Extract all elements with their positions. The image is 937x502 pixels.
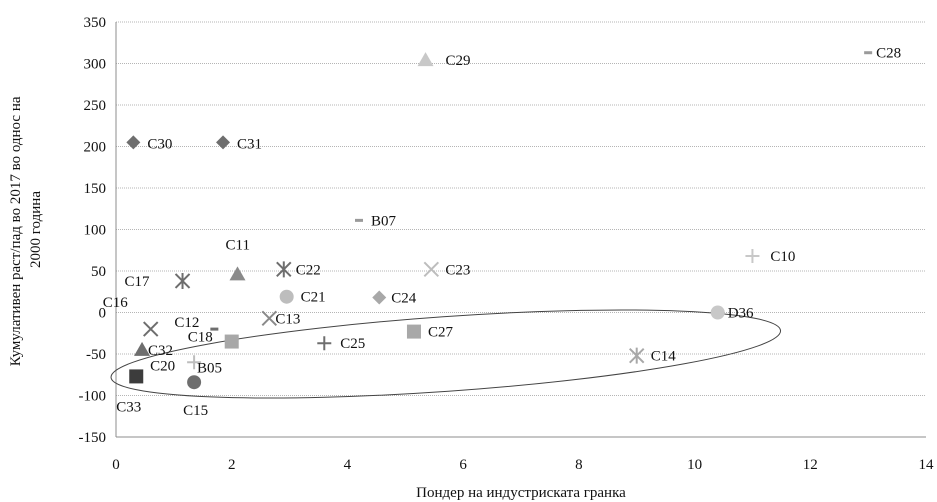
point-c11: [229, 266, 246, 281]
point-label-d36: D36: [728, 306, 754, 322]
point-c24: [372, 290, 387, 305]
point-c16: [143, 321, 159, 337]
x-tick-label: 14: [919, 457, 935, 473]
y-tick-label: 300: [84, 57, 107, 73]
point-label-b05: B05: [197, 360, 222, 376]
x-tick-label: 6: [459, 457, 467, 473]
axes: [115, 22, 926, 438]
y-tick-label: -50: [86, 347, 106, 363]
x-tick-label: 4: [344, 457, 352, 473]
point-label-c22: C22: [296, 262, 321, 278]
point-c27: [406, 324, 421, 339]
point-label-c25: C25: [340, 336, 365, 352]
data-points: [126, 51, 873, 390]
point-c18: [224, 334, 239, 349]
y-tick-label: -100: [79, 389, 107, 405]
point-label-c11: C11: [226, 237, 250, 253]
y-axis-ticks: 350 300 250 200 150 100 50 0 -50 -100 -150: [79, 15, 107, 446]
point-label-c23: C23: [445, 262, 470, 278]
point-c22: [276, 261, 292, 278]
point-labels: C28 C29 C30 C31 B07 C10 C22 C23 C11 C17 C21 C24 D36 C…: [103, 46, 901, 420]
point-label-c29: C29: [446, 53, 471, 69]
point-label-c12: C12: [174, 315, 199, 331]
x-tick-label: 0: [112, 457, 120, 473]
x-tick-label: 12: [803, 457, 818, 473]
point-c17: [174, 272, 191, 289]
point-label-c21: C21: [301, 290, 326, 306]
point-c32: [134, 341, 151, 356]
point-label-c18: C18: [188, 330, 213, 346]
y-axis-title: Кумулативен раст/пад во 2017 во однос на…: [8, 93, 44, 367]
point-label-c33: C33: [116, 399, 141, 415]
point-c30: [126, 135, 141, 150]
y-tick-label: 100: [84, 223, 107, 239]
point-label-c24: C24: [391, 291, 417, 307]
point-label-c30: C30: [147, 136, 172, 152]
x-tick-label: 8: [575, 457, 583, 473]
point-label-c28: C28: [876, 46, 901, 62]
point-d36: [710, 305, 725, 320]
y-tick-label: -150: [79, 430, 107, 446]
y-tick-label: 50: [91, 264, 106, 280]
point-label-c27: C27: [428, 325, 454, 341]
point-c23: [423, 261, 440, 278]
point-label-c10: C10: [770, 249, 795, 265]
point-c10: [745, 249, 760, 264]
y-tick-label: 250: [84, 98, 107, 114]
point-label-c13: C13: [275, 311, 300, 327]
point-label-c32: C32: [148, 343, 173, 359]
point-label-c17: C17: [125, 274, 151, 290]
y-tick-label: 0: [99, 306, 107, 322]
point-c31: [216, 135, 231, 150]
point-label-c14: C14: [651, 349, 677, 365]
point-c20: [187, 355, 202, 370]
point-c21: [279, 289, 294, 304]
point-c15: [187, 375, 202, 390]
point-c14: [629, 347, 645, 364]
point-label-c20: C20: [150, 358, 175, 374]
point-label-c31: C31: [237, 136, 262, 152]
gridlines: [116, 21, 926, 438]
y-tick-label: 350: [84, 15, 107, 31]
point-c13: [261, 310, 278, 327]
x-axis-ticks: 0 2 4 6 8 10 12 14: [112, 457, 934, 473]
y-tick-label: 150: [84, 181, 107, 197]
point-c25: [317, 336, 332, 351]
x-axis-title: Пондер на индустриската гранка: [416, 485, 626, 501]
x-tick-label: 10: [687, 457, 702, 473]
point-c33: [129, 369, 144, 384]
y-axis-title-line-1: Кумулативен раст/пад во 2017 во однос на: [8, 96, 24, 366]
x-tick-label: 2: [228, 457, 236, 473]
annotations: [110, 309, 782, 399]
point-label-b07: B07: [371, 213, 397, 229]
y-tick-label: 200: [84, 140, 107, 156]
point-label-c16: C16: [103, 295, 129, 311]
point-label-c15: C15: [183, 403, 208, 419]
y-axis-title-line-2: 2000 година: [28, 191, 44, 268]
highlight-ellipse: [110, 309, 782, 399]
point-c29: [417, 52, 434, 67]
